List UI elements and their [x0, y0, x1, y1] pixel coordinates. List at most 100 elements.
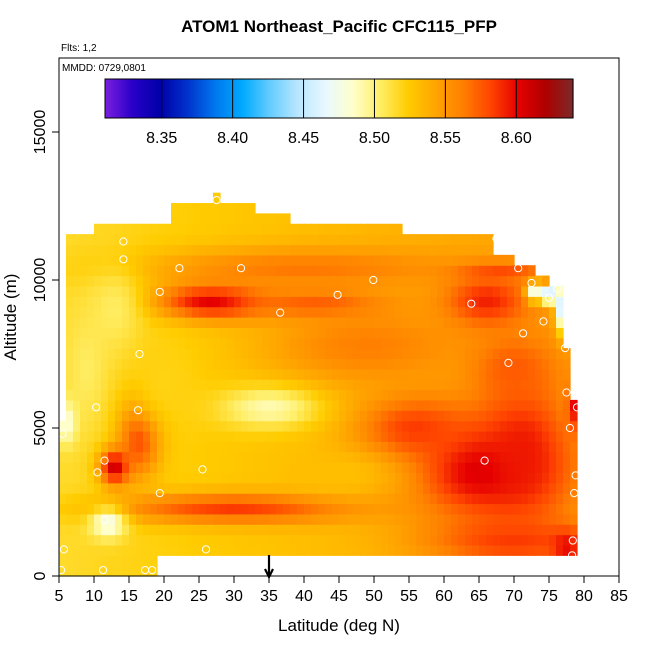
colorbar-swatch [485, 79, 488, 118]
heat-cell [493, 503, 501, 515]
heat-cell [381, 223, 389, 235]
heat-cell [136, 337, 144, 349]
heat-cell [395, 524, 403, 536]
heat-cell [563, 472, 571, 484]
heat-cell [318, 265, 326, 277]
heat-cell [199, 524, 207, 536]
heat-cell [122, 555, 130, 567]
heat-cell [402, 348, 410, 360]
heat-cell [563, 544, 571, 556]
heat-cell [143, 399, 151, 411]
heat-cell [248, 348, 256, 360]
heat-cell [388, 534, 396, 546]
heat-cell [108, 482, 116, 494]
heat-cell [269, 275, 277, 287]
colorbar-swatch [370, 79, 373, 118]
heat-cell [192, 420, 200, 432]
heat-cell [136, 565, 144, 577]
heat-cell [388, 420, 396, 432]
heat-cell [437, 234, 445, 246]
colorbar-swatch [118, 79, 122, 118]
heat-cell [150, 524, 158, 536]
heat-cell [339, 451, 347, 463]
heat-cell [234, 430, 242, 442]
colorbar-swatch [270, 79, 274, 118]
y-tick-label: 0 [32, 571, 49, 580]
heat-cell [143, 275, 151, 287]
heat-cell [563, 534, 571, 546]
heat-cell [318, 524, 326, 536]
heat-cell [388, 379, 396, 391]
colorbar-swatch [173, 79, 176, 118]
heat-cell [276, 244, 284, 256]
heat-cell [136, 399, 144, 411]
heat-cell [458, 368, 466, 380]
heat-cell [290, 234, 298, 246]
heat-cell [206, 513, 214, 525]
heat-cell [514, 493, 522, 505]
heat-cell [472, 513, 480, 525]
heat-cell [332, 399, 340, 411]
colorbar-swatch [448, 79, 451, 118]
heat-cell [199, 213, 207, 225]
heat-cell [129, 493, 137, 505]
heat-cell [150, 379, 158, 391]
heat-cell [332, 430, 340, 442]
heat-cell [339, 254, 347, 266]
heat-cell [549, 482, 557, 494]
heat-cell [430, 513, 438, 525]
heat-cell [192, 358, 200, 370]
heat-cell [528, 296, 536, 308]
heat-cell [101, 306, 109, 318]
heat-cell [269, 472, 277, 484]
heat-cell [353, 544, 361, 556]
heat-cell [360, 306, 368, 318]
heat-cell [458, 462, 466, 473]
sample-point [201, 545, 211, 554]
heat-cell [129, 410, 137, 422]
heat-cell [556, 420, 564, 432]
heat-cell [367, 544, 375, 556]
heat-cell [80, 482, 88, 494]
heat-cell [290, 410, 298, 422]
heat-cell [122, 451, 130, 463]
heat-cell [66, 565, 74, 577]
heat-cell [465, 544, 473, 556]
heat-cell [199, 244, 207, 256]
heat-cell [444, 348, 452, 360]
heat-cell [59, 441, 67, 453]
heat-cell [80, 410, 88, 422]
heat-cell [213, 389, 221, 401]
heat-cell [332, 462, 340, 473]
heat-cell [213, 348, 221, 360]
heat-cell [472, 544, 480, 556]
heat-cell [451, 399, 459, 411]
x-tick-label: 85 [610, 588, 628, 605]
heat-cell [332, 265, 340, 277]
heat-cell [164, 379, 172, 391]
heat-cell [171, 285, 179, 297]
heat-cell [248, 420, 256, 432]
heat-cell [269, 306, 277, 318]
heat-cell [514, 296, 522, 308]
heat-cell [178, 441, 186, 453]
heat-cell [227, 327, 235, 339]
heat-cell [108, 358, 116, 370]
heat-cell [304, 493, 312, 505]
heat-cell [129, 441, 137, 453]
heat-cell [402, 462, 410, 473]
heat-cell [486, 379, 494, 391]
heat-cell [178, 244, 186, 256]
heat-cell [73, 234, 81, 246]
heat-cell [283, 430, 291, 442]
heat-cell [479, 368, 487, 380]
heat-cell [514, 420, 522, 432]
heat-cell [458, 420, 466, 432]
heat-cell [563, 482, 571, 494]
heat-cell [115, 368, 123, 380]
heat-cell [507, 389, 515, 401]
heat-cell [479, 254, 487, 266]
heat-cell [416, 493, 424, 505]
heat-cell [444, 337, 452, 349]
heat-cell [346, 265, 354, 277]
